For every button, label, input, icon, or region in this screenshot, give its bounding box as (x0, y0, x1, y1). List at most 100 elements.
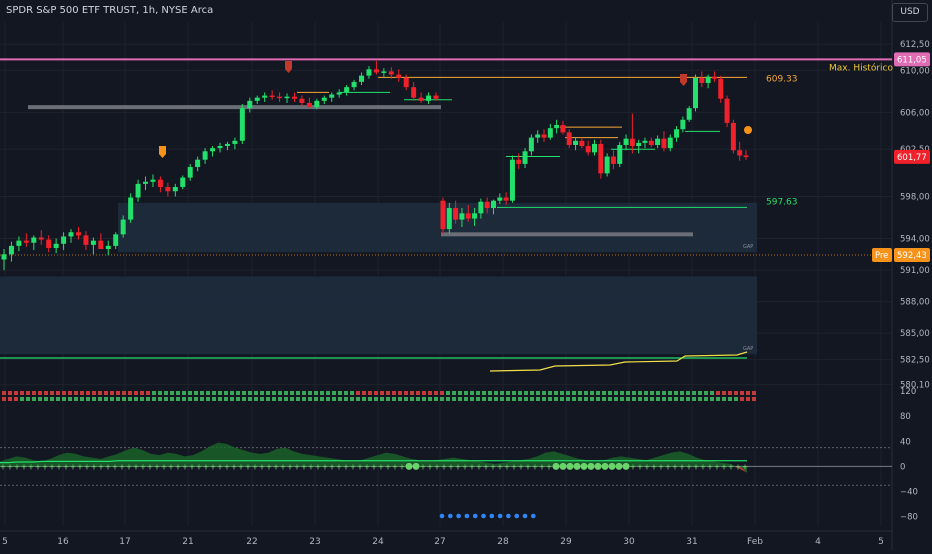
squeeze-plus: + (644, 462, 651, 471)
squeeze-dot (622, 462, 630, 470)
signal-square (248, 391, 252, 395)
gap-zone-label: GAP (743, 244, 753, 250)
signal-square (242, 391, 246, 395)
signal-square (560, 391, 564, 395)
squeeze-plus: + (7, 462, 14, 471)
squeeze-plus: + (420, 462, 427, 471)
signal-square (476, 391, 480, 395)
signal-square (386, 397, 390, 401)
moving-average-line (489, 351, 748, 372)
squeeze-plus: + (259, 462, 266, 471)
signal-square (434, 397, 438, 401)
signal-square (638, 397, 642, 401)
signal-square (452, 397, 456, 401)
candle-body (426, 95, 432, 101)
signal-square (236, 391, 240, 395)
signal-square (164, 391, 168, 395)
candle-body (655, 138, 661, 145)
squeeze-plus: + (448, 462, 455, 471)
signal-square (398, 391, 402, 395)
squeeze-plus: + (105, 462, 112, 471)
signal-square (524, 397, 528, 401)
squeeze-plus: + (686, 462, 693, 471)
candle-body (711, 76, 717, 79)
signal-square (188, 391, 192, 395)
candle-body (113, 234, 119, 246)
signal-square (500, 397, 504, 401)
candle-body (8, 245, 14, 255)
squeeze-plus: + (518, 462, 525, 471)
currency-button[interactable]: USD (892, 3, 928, 22)
squeeze-dot (573, 462, 581, 470)
squeeze-plus: + (469, 462, 476, 471)
signal-square (206, 391, 210, 395)
signal-square (614, 391, 618, 395)
squeeze-plus: + (196, 462, 203, 471)
squeeze-plus: + (147, 462, 154, 471)
signal-square (266, 391, 270, 395)
signal-square (404, 391, 408, 395)
price-tick-label: 585,00 (900, 329, 930, 339)
squeeze-dot (566, 462, 574, 470)
squeeze-plus: + (497, 462, 504, 471)
signal-square (746, 397, 750, 401)
squeeze-plus: + (630, 462, 637, 471)
squeeze-plus: + (182, 462, 189, 471)
squeeze-dot (580, 462, 588, 470)
squeeze-plus: + (721, 462, 728, 471)
signal-square (320, 397, 324, 401)
squeeze-dot (587, 462, 595, 470)
signal-square (740, 397, 744, 401)
time-tick-label: 4 (815, 537, 821, 547)
squeeze-plus: + (217, 462, 224, 471)
signal-square (212, 391, 216, 395)
signal-square (620, 391, 624, 395)
signal-square (728, 397, 732, 401)
candle-body (254, 97, 260, 101)
squeeze-plus: + (133, 462, 140, 471)
signal-square (170, 391, 174, 395)
signal-square (674, 391, 678, 395)
signal-square (680, 391, 684, 395)
signal-square (668, 391, 672, 395)
signal-square (464, 391, 468, 395)
signal-square (68, 391, 72, 395)
candle-body (648, 140, 654, 145)
candle-body (491, 200, 496, 209)
signal-square (176, 391, 180, 395)
squeeze-plus: + (511, 462, 518, 471)
candle-body (68, 232, 74, 237)
signal-marker-icon (680, 74, 687, 86)
signal-square (482, 391, 486, 395)
signal-square (644, 397, 648, 401)
candle-body (366, 69, 372, 76)
signal-square (698, 397, 702, 401)
squeeze-plus: + (70, 462, 77, 471)
candle-body (75, 232, 81, 236)
signal-square (740, 391, 744, 395)
signal-square (50, 397, 54, 401)
osc-tick-label: −80 (900, 513, 918, 523)
signal-square (434, 391, 438, 395)
candle-body (299, 98, 305, 103)
signal-square (440, 391, 444, 395)
squeeze-plus: + (665, 462, 672, 471)
signal-square (536, 397, 540, 401)
signal-square (320, 391, 324, 395)
candle-body (277, 96, 283, 99)
signal-square (92, 397, 96, 401)
signal-square (146, 397, 150, 401)
candle-body (674, 129, 680, 138)
signal-square (350, 397, 354, 401)
pivot-dot (522, 513, 528, 519)
signal-square (722, 391, 726, 395)
signal-square (596, 397, 600, 401)
signal-square (704, 397, 708, 401)
signal-square (242, 397, 246, 401)
signal-square (8, 397, 12, 401)
signal-square (608, 391, 612, 395)
candle-body (38, 237, 44, 240)
candle-body (484, 201, 490, 209)
signal-square (590, 391, 594, 395)
